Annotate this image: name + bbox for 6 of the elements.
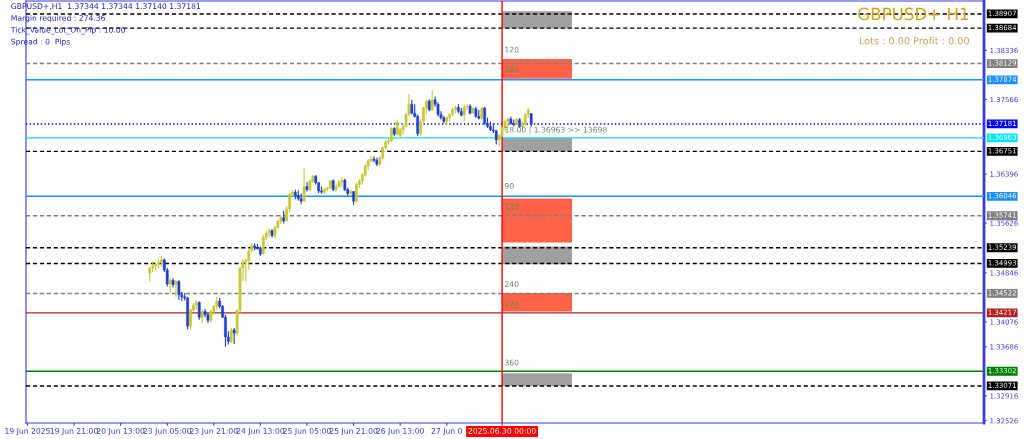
candlestick	[355, 182, 358, 203]
chart-title: GBPUSD+ H1	[858, 7, 969, 21]
candlestick	[189, 308, 192, 330]
candlestick	[305, 181, 309, 193]
candlestick	[334, 182, 338, 193]
text: Lots : 0.00 Profit : 0.00	[859, 36, 969, 45]
